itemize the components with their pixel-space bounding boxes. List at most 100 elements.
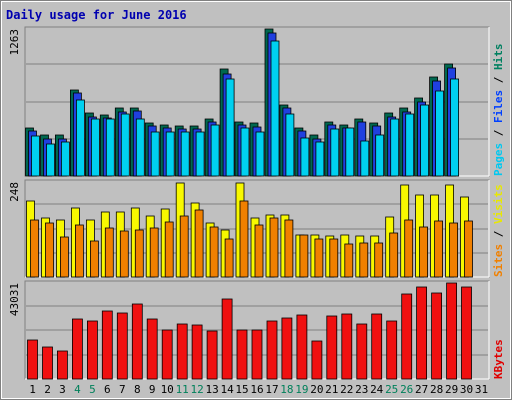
bar-kbytes-day-2 [42, 346, 53, 380]
bar-sites-day-24 [374, 242, 384, 278]
x-tick-label-day-2: 2 [44, 383, 51, 396]
x-tick-label-day-28: 28 [430, 383, 443, 396]
legend-kbytes: KBytes [492, 339, 505, 379]
bar-kbytes-day-26 [401, 293, 413, 380]
bar-sites-day-9 [149, 227, 159, 278]
x-tick-label-day-19: 19 [295, 383, 308, 396]
bar-sites-day-27 [419, 226, 429, 278]
bar-kbytes-day-28 [431, 292, 443, 380]
x-tick-label-day-14: 14 [220, 383, 234, 396]
bar-kbytes-day-9 [146, 318, 158, 380]
bar-pages-day-7 [120, 113, 130, 177]
bar-sites-day-17 [269, 217, 279, 278]
x-tick-label-day-18: 18 [280, 383, 293, 396]
legend-pages: Pages [492, 143, 505, 176]
panel-kbytes-legend: KBytes [492, 339, 505, 379]
x-tick-label-day-1: 1 [29, 383, 36, 396]
bar-kbytes-day-27 [416, 286, 428, 380]
bar-kbytes-day-1 [27, 339, 38, 380]
bar-sites-day-11 [179, 215, 189, 278]
x-tick-label-day-5: 5 [89, 383, 96, 396]
bar-kbytes-day-29 [446, 282, 458, 380]
bar-kbytes-day-5 [87, 320, 98, 380]
bar-sites-day-3 [60, 236, 69, 278]
bar-pages-day-15 [240, 127, 250, 177]
bar-pages-day-11 [180, 131, 190, 177]
bar-kbytes-day-4 [72, 318, 83, 380]
bar-sites-day-19 [299, 234, 309, 278]
bar-pages-day-9 [150, 131, 160, 177]
bar-pages-day-5 [91, 118, 100, 177]
bar-sites-day-10 [164, 221, 174, 278]
legend-hits: Hits [492, 44, 505, 71]
bar-pages-day-14 [225, 78, 235, 177]
bar-pages-day-6 [105, 118, 115, 177]
x-tick-label-day-7: 7 [119, 383, 126, 396]
x-tick-label-day-29: 29 [445, 383, 458, 396]
bar-kbytes-day-16 [251, 329, 263, 380]
x-tick-label-day-8: 8 [134, 383, 141, 396]
bar-kbytes-day-19 [296, 314, 308, 380]
bar-sites-day-23 [359, 242, 369, 278]
legend-visits: Visits [492, 184, 505, 224]
x-tick-label-day-6: 6 [104, 383, 111, 396]
panel-visits-sites-legend: Sites / Visits [492, 184, 505, 277]
bar-pages-day-1 [31, 135, 40, 177]
bar-kbytes-day-6 [101, 310, 113, 380]
x-tick-label-day-13: 13 [205, 383, 218, 396]
bar-sites-day-2 [45, 222, 54, 278]
bar-sites-day-15 [239, 200, 249, 278]
bar-sites-day-18 [284, 219, 294, 278]
bar-pages-day-16 [255, 131, 265, 177]
panel-kbytes-ymax-label: 43031 [8, 283, 21, 316]
legend-separator: / [492, 224, 505, 244]
bar-kbytes-day-14 [221, 298, 233, 380]
bar-kbytes-day-21 [326, 315, 338, 380]
bar-pages-day-28 [435, 90, 445, 177]
bar-sites-day-14 [224, 238, 234, 278]
bar-sites-day-20 [314, 238, 324, 278]
bar-sites-day-29 [449, 222, 459, 278]
bar-pages-day-29 [450, 78, 460, 177]
x-tick-label-day-27: 27 [415, 383, 428, 396]
bar-kbytes-day-30 [461, 286, 472, 380]
bar-kbytes-day-13 [206, 330, 218, 380]
bar-pages-day-21 [330, 128, 340, 177]
bar-kbytes-day-11 [176, 323, 188, 380]
x-tick-label-day-22: 22 [340, 383, 353, 396]
bar-kbytes-day-15 [236, 329, 248, 380]
legend-separator: / [492, 70, 505, 90]
panel-hits-files-pages-ymax-label: 1263 [8, 29, 21, 56]
bar-kbytes-day-25 [386, 320, 398, 380]
x-tick-label-day-25: 25 [385, 383, 398, 396]
bar-sites-day-13 [209, 226, 219, 278]
x-tick-label-day-16: 16 [250, 383, 263, 396]
bar-sites-day-8 [134, 229, 144, 278]
x-tick-label-day-24: 24 [370, 383, 384, 396]
bar-pages-day-20 [315, 141, 325, 177]
bar-pages-day-19 [300, 137, 310, 177]
x-tick-label-day-15: 15 [235, 383, 248, 396]
bar-kbytes-day-8 [131, 303, 143, 380]
bar-sites-day-30 [464, 220, 473, 278]
bar-sites-day-6 [104, 227, 114, 278]
bar-pages-day-24 [375, 134, 385, 177]
bar-sites-day-1 [30, 219, 39, 278]
bar-kbytes-day-18 [281, 317, 293, 380]
bar-pages-day-18 [285, 113, 295, 177]
legend-files: Files [492, 90, 505, 123]
x-tick-label-day-26: 26 [400, 383, 413, 396]
x-tick-label-day-17: 17 [265, 383, 278, 396]
x-tick-label-day-30: 30 [460, 383, 473, 396]
panel-visits-sites-ymax-label: 248 [8, 182, 21, 202]
bar-sites-day-12 [194, 209, 204, 278]
bar-pages-day-26 [405, 113, 415, 177]
bar-sites-day-22 [344, 243, 354, 278]
bar-pages-day-13 [210, 124, 220, 177]
bar-kbytes-day-23 [356, 323, 368, 380]
bar-pages-day-4 [76, 99, 85, 177]
x-tick-label-day-21: 21 [325, 383, 338, 396]
